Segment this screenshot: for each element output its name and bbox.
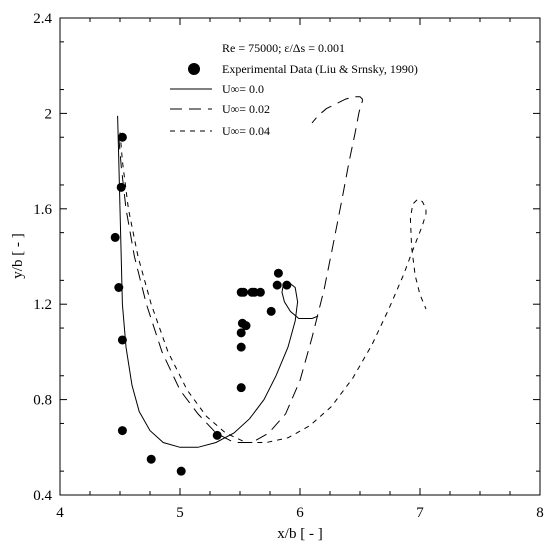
- legend-marker-experimental: [188, 63, 200, 75]
- data-point: [212, 430, 222, 440]
- data-point: [266, 306, 276, 316]
- data-point: [146, 454, 156, 464]
- data-point: [236, 383, 246, 393]
- data-points: [110, 132, 292, 476]
- data-point: [116, 182, 126, 192]
- data-point: [117, 426, 127, 436]
- data-point: [241, 321, 251, 331]
- data-point: [236, 328, 246, 338]
- y-tick-label: 1.6: [33, 202, 52, 218]
- x-axis-label: x/b [ - ]: [277, 526, 322, 542]
- data-point: [273, 268, 283, 278]
- legend-label-u0: U∞= 0.0: [222, 82, 264, 96]
- legend-label-experimental: Experimental Data (Liu & Srnsky, 1990): [222, 62, 418, 76]
- series-layer: [117, 96, 427, 448]
- data-point: [114, 283, 124, 293]
- data-point: [117, 132, 127, 142]
- data-point: [272, 280, 282, 290]
- x-tick-label: 6: [296, 505, 304, 521]
- data-point: [110, 232, 120, 242]
- tick-labels: 4 5 6 7 8 0.4 0.8 1.2 1.6 2 2.4: [33, 11, 544, 521]
- legend-label-u002: U∞= 0.02: [222, 102, 270, 116]
- y-tick-label: 2.4: [33, 11, 52, 27]
- plot-frame: [59, 17, 541, 496]
- x-tick-label: 5: [176, 505, 184, 521]
- y-tick-label: 2: [45, 106, 53, 122]
- series-line-2: [118, 96, 363, 443]
- y-axis-label: y/b [ - ]: [10, 233, 26, 278]
- tick-marks: [59, 17, 541, 496]
- legend: Experimental Data (Liu & Srnsky, 1990) U…: [170, 62, 418, 138]
- x-tick-label: 8: [536, 505, 544, 521]
- data-point: [236, 342, 246, 352]
- legend-label-u004: U∞= 0.04: [222, 124, 270, 138]
- y-tick-label: 0.4: [33, 488, 52, 504]
- chart-title: Re = 75000; ε/Δs = 0.001: [222, 41, 345, 55]
- y-tick-label: 0.8: [33, 393, 52, 409]
- data-point: [255, 287, 265, 297]
- x-tick-label: 4: [56, 505, 64, 521]
- series-line-3: [119, 132, 427, 443]
- data-point: [117, 335, 127, 345]
- y-tick-label: 1.2: [33, 297, 52, 313]
- data-point: [282, 280, 292, 290]
- data-point: [236, 287, 246, 297]
- data-point: [176, 466, 186, 476]
- x-tick-label: 7: [416, 505, 424, 521]
